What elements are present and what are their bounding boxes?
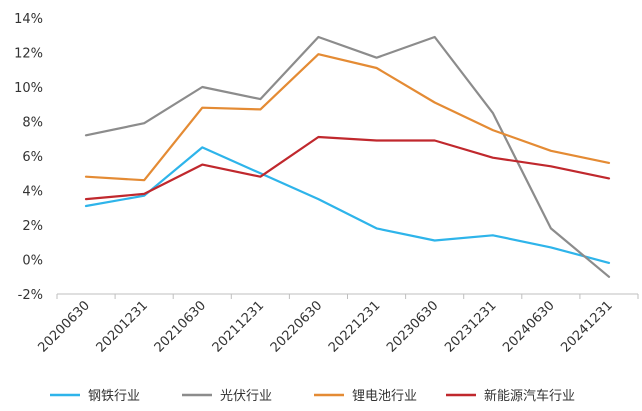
x-tick-label: 20210630 <box>152 298 209 355</box>
y-tick-label: 14% <box>14 12 43 27</box>
x-tick-label: 20241231 <box>558 298 615 355</box>
x-tick-label: 20230630 <box>384 298 441 355</box>
x-axis <box>56 293 639 299</box>
series-layer <box>84 35 611 278</box>
y-tick-label: 8% <box>22 116 43 131</box>
x-axis-labels: 20200630 20201231 20210630 20211231 20220630… <box>35 298 615 355</box>
series-line-0 <box>84 146 611 264</box>
x-tick-label: 20220630 <box>268 298 325 355</box>
x-tick-label: 20221231 <box>326 298 383 355</box>
y-tick-label: -2% <box>18 288 43 303</box>
legend-label: 光伏行业 <box>220 389 272 404</box>
y-tick-label: 10% <box>14 81 43 96</box>
y-tick-label: 4% <box>22 185 43 200</box>
y-axis-labels: -2% 0% 2% 4% 6% 8% 10% 12% 14% <box>14 12 43 303</box>
series-line-2 <box>84 53 611 182</box>
x-tick-label: 20201231 <box>94 298 151 355</box>
legend-label: 锂电池行业 <box>352 389 417 404</box>
legend-label: 钢铁行业 <box>88 389 140 404</box>
series-line-1 <box>84 35 611 278</box>
legend-label: 新能源汽车行业 <box>484 388 575 404</box>
y-tick-label: 2% <box>22 219 43 234</box>
legend: 钢铁行业 光伏行业 锂电池行业 新能源汽车行业 <box>50 388 575 404</box>
series-line-3 <box>84 135 611 201</box>
y-tick-label: 12% <box>14 47 43 62</box>
x-tick-label: 20211231 <box>210 298 267 355</box>
x-tick-label: 20240630 <box>500 298 557 355</box>
x-tick-label: 20200630 <box>35 298 92 355</box>
x-tick-label: 20231231 <box>442 298 499 355</box>
y-tick-label: 0% <box>22 254 43 269</box>
y-tick-label: 6% <box>22 150 43 165</box>
